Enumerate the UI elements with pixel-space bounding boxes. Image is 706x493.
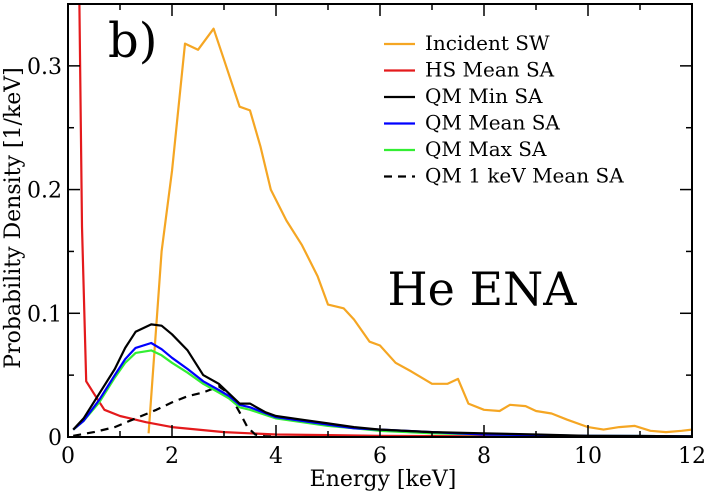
y-tick-label: 0.3 xyxy=(27,55,62,80)
plot-frame xyxy=(67,3,693,438)
x-tick-label: 6 xyxy=(373,444,387,469)
legend-label-qm-mean-sa: QM Mean SA xyxy=(425,111,560,135)
y-tick-label: 0.2 xyxy=(27,179,62,204)
x-axis-label: Energy [keV] xyxy=(310,467,457,492)
x-tick-label: 8 xyxy=(477,444,491,469)
x-tick-label: 10 xyxy=(574,444,602,469)
y-axis-label: Probability Density [1/keV] xyxy=(1,67,26,368)
series-line-qm-min-sa xyxy=(72,323,692,437)
legend-label-qm-min-sa: QM Min SA xyxy=(425,84,543,108)
panel-label: b) xyxy=(108,13,157,69)
x-tick-label: 2 xyxy=(165,444,179,469)
series-line-qm-mean-sa xyxy=(72,341,692,437)
x-tick-label: 4 xyxy=(269,444,283,469)
legend-label-qm-max-sa: QM Max SA xyxy=(425,137,547,161)
x-tick-label: 12 xyxy=(678,444,706,469)
series-line-qm-max-sa xyxy=(72,349,692,437)
legend-label-incident-sw: Incident SW xyxy=(425,31,550,55)
legend-label-qm-1-kev-mean-sa: QM 1 keV Mean SA xyxy=(425,164,624,188)
series-layer xyxy=(72,4,692,437)
series-line-hs-mean-sa xyxy=(78,4,692,437)
series-line-qm-1-kev-mean-sa xyxy=(73,385,277,437)
legend-label-hs-mean-sa: HS Mean SA xyxy=(425,58,555,82)
series-line-incident-sw xyxy=(147,27,692,434)
axis-ticks: 0 2 4 6 8 10 12 0 0.1 0.2 0.3 xyxy=(27,3,706,469)
x-tick-label: 0 xyxy=(61,444,75,469)
y-tick-label: 0.1 xyxy=(27,302,62,327)
he-ena-annotation: He ENA xyxy=(387,262,577,316)
y-tick-label: 0 xyxy=(48,426,62,451)
